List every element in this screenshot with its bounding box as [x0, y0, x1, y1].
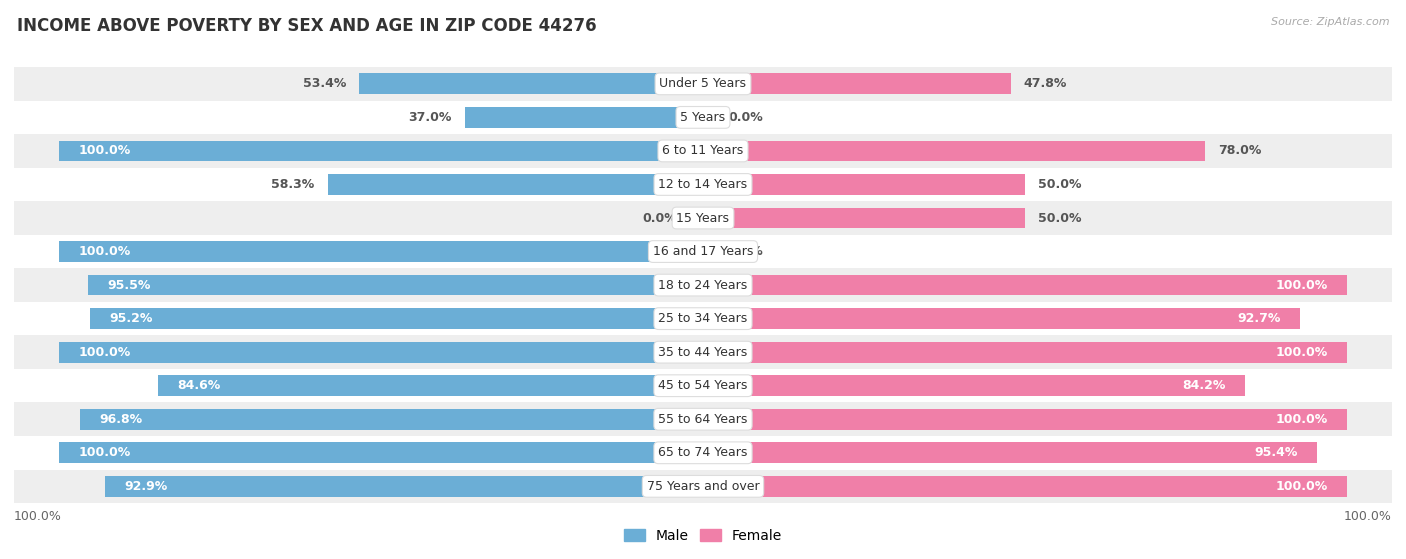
Text: INCOME ABOVE POVERTY BY SEX AND AGE IN ZIP CODE 44276: INCOME ABOVE POVERTY BY SEX AND AGE IN Z… [17, 17, 596, 35]
Bar [14, 335, 1392, 369]
Bar [703, 274, 1347, 296]
Bar [703, 241, 723, 262]
Text: 84.2%: 84.2% [1182, 379, 1226, 392]
Text: 84.6%: 84.6% [177, 379, 221, 392]
Text: 0.0%: 0.0% [728, 245, 763, 258]
Bar [59, 140, 703, 162]
Text: 35 to 44 Years: 35 to 44 Years [658, 345, 748, 359]
Bar [14, 369, 1392, 402]
Text: 47.8%: 47.8% [1024, 77, 1067, 91]
Text: 65 to 74 Years: 65 to 74 Years [658, 446, 748, 459]
Bar [14, 470, 1392, 503]
Bar [105, 476, 703, 497]
Legend: Male, Female: Male, Female [619, 523, 787, 548]
Bar [14, 436, 1392, 470]
Text: 16 and 17 Years: 16 and 17 Years [652, 245, 754, 258]
Text: 45 to 54 Years: 45 to 54 Years [658, 379, 748, 392]
Text: 100.0%: 100.0% [1275, 278, 1327, 292]
Text: 100.0%: 100.0% [79, 345, 131, 359]
Bar [14, 168, 1392, 201]
Bar [89, 274, 703, 296]
Bar [80, 409, 703, 430]
Bar [703, 174, 1025, 195]
Bar [90, 308, 703, 329]
Text: 0.0%: 0.0% [643, 211, 678, 225]
Bar [14, 101, 1392, 134]
Bar [59, 342, 703, 363]
Text: 6 to 11 Years: 6 to 11 Years [662, 144, 744, 158]
Bar [14, 201, 1392, 235]
Text: 12 to 14 Years: 12 to 14 Years [658, 178, 748, 191]
Bar [703, 342, 1347, 363]
Text: 0.0%: 0.0% [728, 111, 763, 124]
Text: 100.0%: 100.0% [1344, 510, 1392, 523]
Text: 75 Years and over: 75 Years and over [647, 480, 759, 493]
Bar [14, 67, 1392, 101]
Text: 100.0%: 100.0% [1275, 345, 1327, 359]
Text: 100.0%: 100.0% [79, 245, 131, 258]
Text: 5 Years: 5 Years [681, 111, 725, 124]
Bar [703, 375, 1246, 396]
Text: 50.0%: 50.0% [1038, 211, 1081, 225]
Text: 92.9%: 92.9% [124, 480, 167, 493]
Bar [703, 476, 1347, 497]
Text: 53.4%: 53.4% [302, 77, 346, 91]
Bar [683, 207, 703, 229]
Bar [703, 107, 723, 128]
Bar [703, 207, 1025, 229]
Text: 18 to 24 Years: 18 to 24 Years [658, 278, 748, 292]
Text: 95.5%: 95.5% [107, 278, 150, 292]
Text: 100.0%: 100.0% [14, 510, 62, 523]
Text: 95.2%: 95.2% [110, 312, 153, 325]
Bar [465, 107, 703, 128]
Text: 58.3%: 58.3% [271, 178, 315, 191]
Text: 100.0%: 100.0% [79, 144, 131, 158]
Bar [159, 375, 703, 396]
Text: 100.0%: 100.0% [1275, 413, 1327, 426]
Bar [14, 268, 1392, 302]
Text: 25 to 34 Years: 25 to 34 Years [658, 312, 748, 325]
Bar [59, 442, 703, 463]
Bar [14, 134, 1392, 168]
Text: Source: ZipAtlas.com: Source: ZipAtlas.com [1271, 17, 1389, 27]
Bar [14, 302, 1392, 335]
Bar [703, 442, 1317, 463]
Text: 100.0%: 100.0% [1275, 480, 1327, 493]
Text: 96.8%: 96.8% [98, 413, 142, 426]
Bar [703, 140, 1205, 162]
Text: 95.4%: 95.4% [1254, 446, 1298, 459]
Text: 100.0%: 100.0% [79, 446, 131, 459]
Text: 78.0%: 78.0% [1218, 144, 1261, 158]
Bar [14, 402, 1392, 436]
Text: 37.0%: 37.0% [409, 111, 451, 124]
Text: 92.7%: 92.7% [1237, 312, 1281, 325]
Bar [14, 235, 1392, 268]
Text: 50.0%: 50.0% [1038, 178, 1081, 191]
Bar [703, 409, 1347, 430]
Text: 15 Years: 15 Years [676, 211, 730, 225]
Bar [359, 73, 703, 94]
Bar [59, 241, 703, 262]
Bar [703, 308, 1301, 329]
Text: 55 to 64 Years: 55 to 64 Years [658, 413, 748, 426]
Bar [703, 73, 1011, 94]
Text: Under 5 Years: Under 5 Years [659, 77, 747, 91]
Bar [328, 174, 703, 195]
